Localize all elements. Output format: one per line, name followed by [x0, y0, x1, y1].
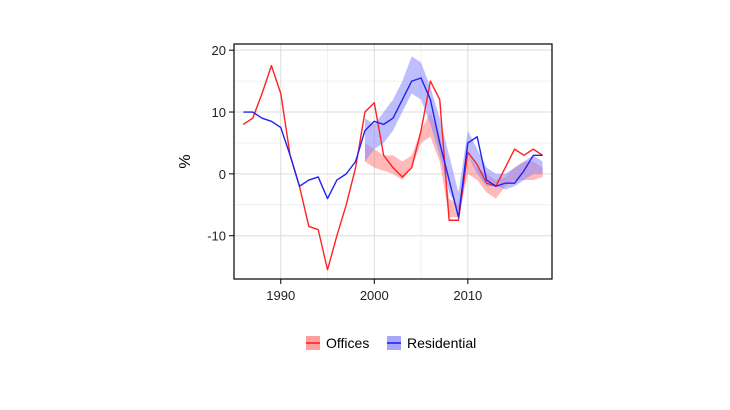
residential-line [243, 77, 543, 218]
y-tick-label: 10 [212, 105, 226, 120]
plot-frame [233, 43, 553, 280]
legend: Offices Residential [306, 335, 476, 351]
uncertainty-bands [364, 56, 543, 218]
offices-line [242, 64, 544, 271]
y-axis-title: % [177, 154, 194, 168]
grid-lines [234, 44, 552, 279]
x-tick-label: 1990 [266, 288, 295, 303]
y-tick-label: 0 [219, 167, 226, 182]
x-tick-label: 2010 [453, 288, 482, 303]
residential-band [364, 56, 543, 211]
y-tick-label: -10 [207, 229, 226, 244]
legend-label-offices: Offices [326, 335, 369, 351]
x-tick-label: 2000 [360, 288, 389, 303]
y-tick-label: 20 [212, 43, 226, 58]
legend-label-residential: Residential [407, 335, 476, 351]
offices-band [364, 112, 543, 218]
axis-ticks: -10 0 10 20 1990 2000 2010 [207, 43, 482, 303]
series-lines [242, 64, 544, 271]
